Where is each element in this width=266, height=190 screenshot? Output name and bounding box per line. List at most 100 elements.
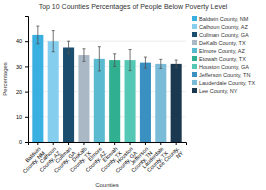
legend-label: DeKalb County, TX [199,40,246,46]
error-cap [144,68,147,69]
x-tick-mark [37,142,38,145]
error-cap [82,48,85,49]
error-line [160,59,161,68]
error-line [37,26,38,44]
legend-item: Baldwin County, NM [192,16,249,22]
y-axis-title: Percentages [2,62,8,96]
x-axis-line [29,143,187,146]
legend-label: Baldwin County, NM [199,16,249,22]
legend-swatch [192,56,197,61]
error-cap [67,53,70,54]
y-tick: 30 [16,64,28,70]
bar [109,60,120,142]
bar [78,55,89,142]
bar [32,35,43,142]
legend-item: Lee County, NY [192,88,238,94]
grid [28,41,186,142]
x-axis: BaldwinCounty, NMCalhounCounty, AZCullma… [17,142,186,175]
error-cap [175,67,178,68]
x-tick-label: Lee County,NY [155,145,185,175]
x-tick-mark [114,142,115,145]
x-tick-mark [99,142,100,145]
error-cap [129,49,132,50]
legend-swatch [192,72,197,77]
x-tick-mark [83,142,84,145]
marks [32,26,181,142]
x-tick-mark [176,142,177,145]
legend-swatch [192,64,197,69]
y-tick-label: 0 [19,139,22,145]
y-tick-mark [25,66,28,67]
error-line [53,31,54,52]
error-bar [159,59,162,68]
x-tick-mark [68,142,69,145]
error-cap [52,51,55,52]
legend-swatch [192,88,197,93]
chart: 0 10 20 30 40 BaldwinCounty, NMCalhounCounty,… [0,0,266,190]
legend: Baldwin County, NM Calhoun County, AZ Cull… [192,16,255,94]
error-bar [98,47,101,71]
error-cap [36,43,39,44]
legend-item: Lauderdale County, TX [192,80,255,86]
x-tick-mark [145,142,146,145]
error-cap [98,46,101,47]
error-line [99,47,100,71]
error-cap [175,60,178,61]
error-cap [159,68,162,69]
legend-swatch [192,32,197,37]
error-line [176,60,177,68]
y-tick-label: 40 [16,38,22,44]
y-axis: 0 10 20 30 40 [16,17,29,146]
bar [48,41,59,142]
legend-item: Elmore County, AZ [192,48,245,54]
legend-label: Lee County, NY [199,88,238,94]
error-cap [98,70,101,71]
y-tick-mark [25,142,28,143]
legend-label: Calhoun County, AZ [199,24,248,30]
legend-label: Jefferson County, TN [199,72,250,78]
y-axis-line [25,17,29,143]
y-tick-mark [25,92,28,93]
legend-label: Cullman County, GA [199,32,249,38]
error-bar [52,31,55,52]
x-tick-mark [160,142,161,145]
plot: 0 10 20 30 40 BaldwinCounty, NMCalhounCounty,… [16,17,187,175]
legend-label: Etowah County, TX [199,56,246,62]
error-cap [52,30,55,31]
error-line [145,57,146,68]
x-tick-mark [53,142,54,145]
bar [94,59,105,142]
error-cap [36,26,39,27]
error-cap [113,66,116,67]
legend-item: Houston County, GA [192,64,249,70]
error-bar [67,41,70,54]
legend-item: Cullman County, GA [192,32,249,38]
bar [140,63,151,142]
legend-item: DeKalb County, TX [192,40,246,46]
y-tick-label: 10 [16,114,22,120]
legend-swatch [192,48,197,53]
x-axis-title: Counties [95,182,119,188]
legend-swatch [192,80,197,85]
title: Top 10 Counties Percentages of People Be… [39,3,228,11]
error-cap [159,59,162,60]
legend-item: Jefferson County, TN [192,72,250,78]
y-tick: 40 [16,38,28,44]
y-tick: 20 [16,89,28,95]
error-bar [82,49,85,62]
y-tick-mark [25,41,28,42]
bar [171,64,182,142]
y-tick: 10 [16,114,28,120]
legend-swatch [192,40,197,45]
y-tick: 0 [19,139,28,145]
error-cap [113,53,116,54]
error-cap [82,61,85,62]
legend-label: Elmore County, AZ [199,48,245,54]
bar [155,64,166,142]
error-bar [129,50,132,71]
bar [63,48,74,143]
error-line [83,49,84,62]
legend-item: Calhoun County, AZ [192,24,248,30]
legend-item: Etowah County, TX [192,56,246,62]
x-tick-mark [130,142,131,145]
